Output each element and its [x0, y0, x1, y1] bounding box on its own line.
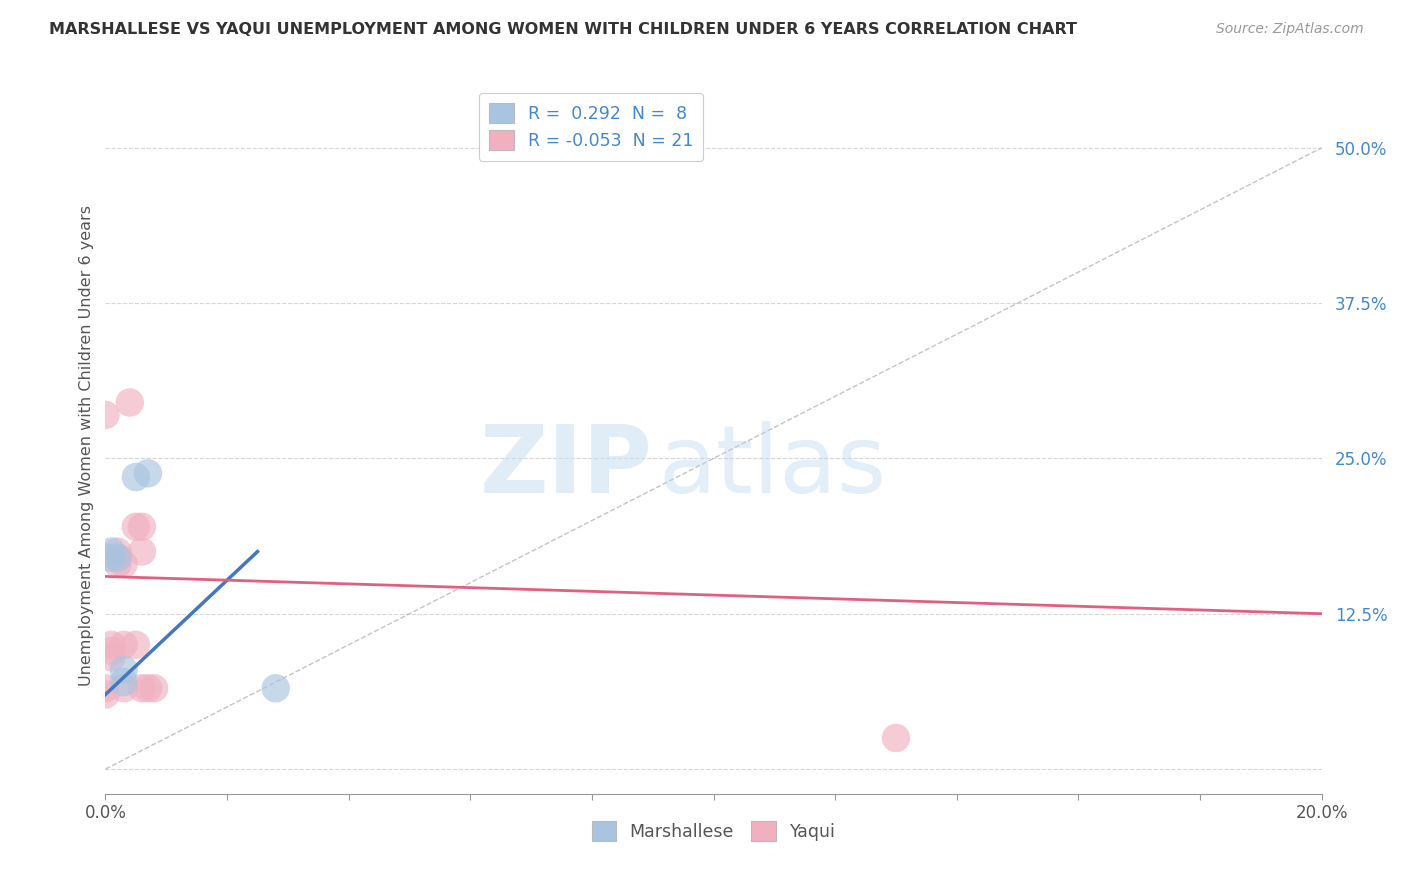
- Point: [143, 681, 166, 696]
- Point: [107, 550, 129, 565]
- Point: [100, 550, 122, 565]
- Point: [136, 681, 159, 696]
- Point: [131, 520, 153, 534]
- Point: [107, 557, 129, 571]
- Point: [112, 638, 135, 652]
- Point: [125, 470, 148, 484]
- Point: [94, 681, 117, 696]
- Point: [107, 544, 129, 558]
- Point: [884, 731, 907, 745]
- Point: [125, 520, 148, 534]
- Point: [100, 644, 122, 658]
- Point: [112, 675, 135, 690]
- Point: [100, 638, 122, 652]
- Text: MARSHALLESE VS YAQUI UNEMPLOYMENT AMONG WOMEN WITH CHILDREN UNDER 6 YEARS CORREL: MARSHALLESE VS YAQUI UNEMPLOYMENT AMONG …: [49, 22, 1077, 37]
- Point: [136, 467, 159, 481]
- Text: Source: ZipAtlas.com: Source: ZipAtlas.com: [1216, 22, 1364, 37]
- Legend: Marshallese, Yaqui: Marshallese, Yaqui: [585, 814, 842, 847]
- Point: [131, 544, 153, 558]
- Point: [125, 638, 148, 652]
- Point: [94, 688, 117, 702]
- Point: [264, 681, 287, 696]
- Point: [107, 550, 129, 565]
- Text: ZIP: ZIP: [479, 421, 652, 513]
- Point: [112, 681, 135, 696]
- Point: [100, 650, 122, 665]
- Point: [94, 408, 117, 422]
- Point: [112, 557, 135, 571]
- Point: [118, 395, 141, 409]
- Text: atlas: atlas: [659, 421, 887, 513]
- Point: [112, 663, 135, 677]
- Y-axis label: Unemployment Among Women with Children Under 6 years: Unemployment Among Women with Children U…: [79, 205, 94, 687]
- Point: [131, 681, 153, 696]
- Point: [100, 544, 122, 558]
